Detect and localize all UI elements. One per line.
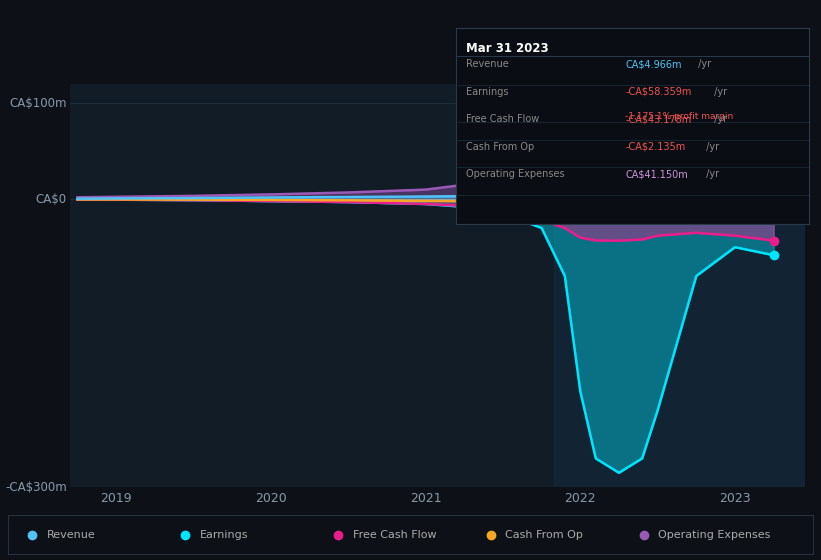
Text: /yr: /yr — [710, 114, 727, 124]
Text: Free Cash Flow: Free Cash Flow — [466, 114, 539, 124]
Text: CA$0: CA$0 — [35, 193, 67, 206]
Text: CA$100m: CA$100m — [9, 97, 67, 110]
Text: Mar 31 2023: Mar 31 2023 — [466, 42, 549, 55]
Text: -CA$43.178m: -CA$43.178m — [625, 114, 691, 124]
Text: Revenue: Revenue — [466, 59, 509, 69]
Text: /yr: /yr — [695, 59, 711, 69]
Text: Operating Expenses: Operating Expenses — [466, 169, 565, 179]
Text: Free Cash Flow: Free Cash Flow — [352, 530, 436, 540]
Text: CA$41.150m: CA$41.150m — [625, 169, 688, 179]
Text: Earnings: Earnings — [200, 530, 248, 540]
Text: /yr: /yr — [703, 142, 719, 152]
Text: CA$4.966m: CA$4.966m — [625, 59, 681, 69]
Text: Earnings: Earnings — [466, 87, 509, 97]
Text: /yr: /yr — [703, 169, 719, 179]
Text: -CA$58.359m: -CA$58.359m — [625, 87, 691, 97]
Text: -CA$300m: -CA$300m — [5, 480, 67, 494]
Text: -1,175.1% profit margin: -1,175.1% profit margin — [625, 113, 733, 122]
Text: Cash From Op: Cash From Op — [466, 142, 534, 152]
Text: Operating Expenses: Operating Expenses — [658, 530, 771, 540]
Text: /yr: /yr — [710, 87, 727, 97]
Text: -CA$2.135m: -CA$2.135m — [625, 142, 686, 152]
Text: Revenue: Revenue — [47, 530, 95, 540]
Text: Cash From Op: Cash From Op — [506, 530, 583, 540]
Bar — [554, 84, 805, 487]
